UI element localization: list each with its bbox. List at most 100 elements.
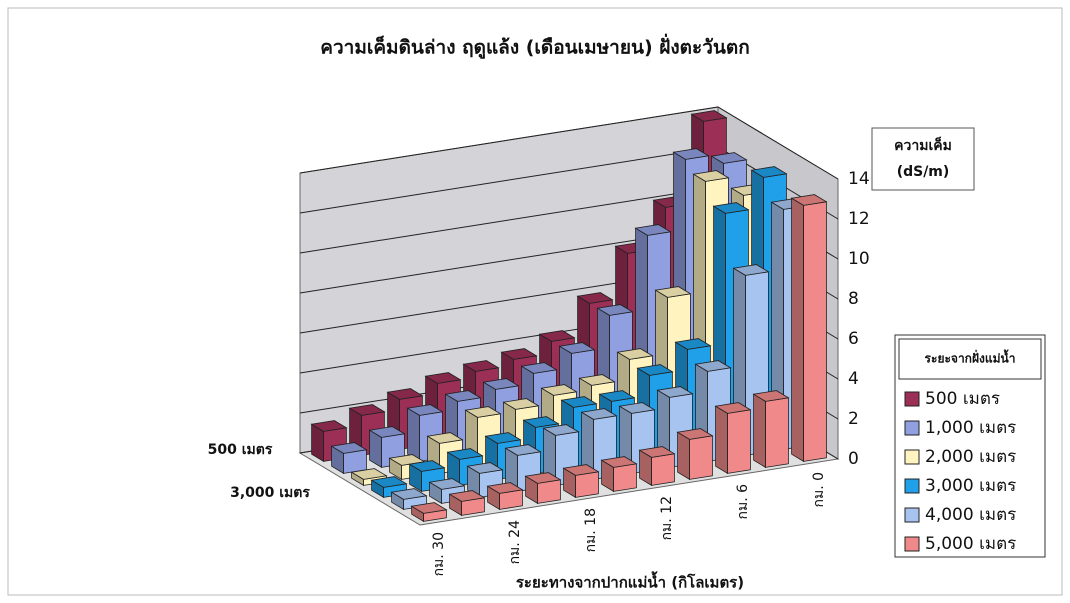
bar-top: [448, 490, 486, 502]
x-tick-label: กม. 24: [507, 520, 523, 565]
bar-top: [484, 432, 522, 444]
y-tick-label: 4: [848, 369, 859, 389]
bar-top: [676, 428, 714, 440]
y-axis-title-box: [871, 127, 975, 191]
y-axis-title: ความเค็ม: [894, 136, 952, 154]
bar-top: [406, 404, 444, 416]
bar-front: [537, 479, 561, 504]
bar-top: [562, 464, 600, 476]
bar: [330, 442, 368, 475]
legend-swatch: [904, 391, 920, 407]
y-tick-label: 2: [848, 409, 859, 429]
bar-top: [444, 390, 482, 402]
x-tick-label: กม. 30: [431, 532, 447, 576]
bar-front: [689, 435, 713, 480]
bar-side: [407, 407, 421, 463]
bar: [790, 194, 828, 463]
bar: [448, 490, 486, 517]
bar-top: [370, 476, 408, 488]
bar-front: [803, 201, 827, 462]
bar-front: [343, 449, 367, 474]
bar-top: [522, 416, 560, 428]
bar-top: [482, 378, 520, 390]
y-tick-label: 6: [848, 329, 859, 349]
bar-top: [504, 444, 542, 456]
bar-top: [656, 386, 694, 398]
grid-line: [299, 186, 719, 254]
bar-top: [330, 442, 368, 454]
grid-line: [299, 106, 719, 174]
bar: [600, 456, 638, 493]
bar: [446, 448, 484, 487]
bar-top: [408, 460, 446, 472]
bar-top: [576, 292, 614, 304]
bar-top: [674, 338, 712, 350]
bar: [752, 390, 790, 469]
bar-top: [692, 170, 730, 182]
bar: [562, 464, 600, 499]
legend-label: 3,000 เมตร: [925, 476, 1016, 496]
legend-swatch: [904, 536, 920, 552]
y-tick-label: 0: [848, 449, 859, 469]
bar-top: [580, 408, 618, 420]
bar-top: [502, 398, 540, 410]
legend-swatch: [904, 507, 920, 523]
bar: [464, 406, 502, 469]
bar: [486, 482, 524, 511]
grid-line: [299, 146, 719, 214]
chart-title: ความเค็มดินล่าง ฤดูแล้ง (เดือนเมษายน) ฝั…: [320, 34, 749, 60]
depth-label: 500 เมตร: [208, 442, 273, 458]
bar-front: [575, 471, 599, 498]
y-tick-label: 10: [848, 249, 870, 269]
bar-front: [765, 397, 789, 468]
bar-top: [596, 304, 634, 316]
bar-top: [714, 402, 752, 414]
legend-label: 1,000 เมตร: [925, 418, 1016, 438]
bar-top: [424, 372, 462, 384]
bar-top: [542, 424, 580, 436]
y-tick-label: 12: [848, 209, 870, 229]
x-tick-label: กม. 18: [583, 508, 599, 552]
bar-front: [651, 453, 675, 486]
bar-top: [694, 360, 732, 372]
bar-top: [636, 364, 674, 376]
bar: [676, 428, 714, 481]
bar-top: [486, 482, 524, 494]
legend-label: 5,000 เมตร: [925, 534, 1016, 554]
bar-top: [560, 396, 598, 408]
bar-top: [386, 388, 424, 400]
bar: [484, 432, 522, 481]
bar: [524, 472, 562, 505]
bar-top: [654, 286, 692, 298]
bar-top: [368, 426, 406, 438]
bar-top: [790, 194, 828, 206]
bar-top: [390, 488, 428, 500]
bar-top: [426, 432, 464, 444]
bar-top: [710, 152, 748, 164]
bar-top: [616, 348, 654, 360]
legend-label: 500 เมตร: [925, 389, 1000, 409]
bar-top: [712, 202, 750, 214]
bar-top: [464, 406, 502, 418]
bar: [638, 446, 676, 487]
bar-top: [672, 148, 710, 160]
bar-top: [350, 468, 388, 480]
grid-line: [717, 106, 839, 180]
bar-top: [310, 420, 348, 432]
bar-top: [600, 456, 638, 468]
bar-top: [462, 360, 500, 372]
bar-top: [578, 374, 616, 386]
bar-top: [598, 390, 636, 402]
bar-top: [690, 110, 728, 122]
legend-label: 2,000 เมตร: [925, 447, 1016, 467]
bar-top: [752, 390, 790, 402]
bar-top: [634, 224, 672, 236]
y-tick-label: 14: [848, 169, 870, 189]
y-axis-title: (dS/m): [897, 164, 950, 180]
bar-side: [753, 393, 766, 469]
bar-top: [520, 362, 558, 374]
bar-front: [613, 463, 637, 492]
bar-top: [410, 502, 448, 514]
legend-swatch: [904, 478, 920, 494]
bar-top: [538, 330, 576, 342]
